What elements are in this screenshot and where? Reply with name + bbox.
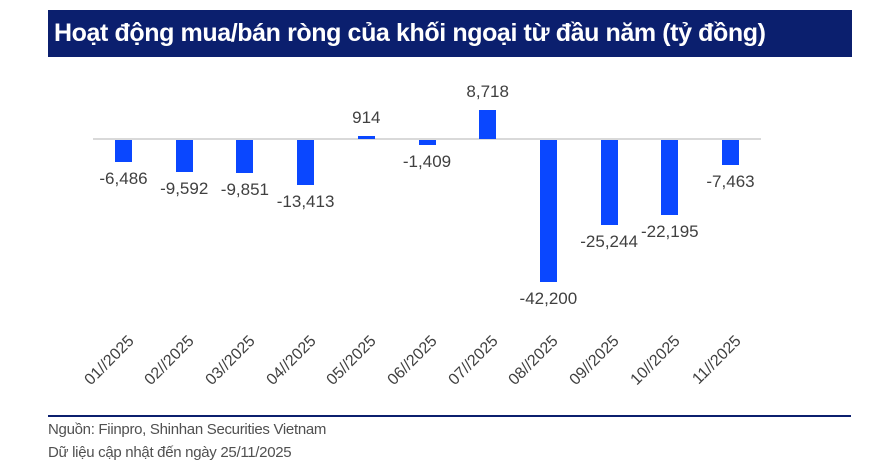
data-label: 8,718 <box>466 81 509 101</box>
data-label: -42,200 <box>519 288 578 308</box>
source-note: Nguồn: Fiinpro, Shinhan Securities Vietn… <box>48 421 327 438</box>
bar <box>661 140 679 215</box>
zero-axis-line <box>93 138 761 140</box>
data-label: -9,851 <box>220 180 269 200</box>
bar <box>722 140 739 166</box>
footer-divider <box>48 415 851 417</box>
data-label: -22,195 <box>640 221 699 241</box>
data-label: -1,409 <box>402 151 452 171</box>
data-label: -13,413 <box>276 192 335 212</box>
update-note: Dữ liệu cập nhật đến ngày 25/11/2025 <box>48 444 292 461</box>
data-label: -7,463 <box>706 172 755 192</box>
bar <box>479 109 497 139</box>
data-label: -9,592 <box>160 179 209 199</box>
chart-title: Hoạt động mua/bán ròng của khối ngoại từ… <box>48 10 852 57</box>
data-label: -25,244 <box>580 231 638 251</box>
bar-chart: -6,486 01//2025 -9,592 02//2025 -9,851 03//20… <box>81 81 761 389</box>
bar <box>115 140 132 162</box>
bar <box>600 140 618 225</box>
bar <box>357 135 375 139</box>
bar <box>175 140 193 173</box>
bar <box>539 140 557 282</box>
bar <box>236 140 254 174</box>
data-label: 914 <box>352 107 381 127</box>
bar <box>297 140 315 186</box>
data-label: -6,486 <box>99 168 148 188</box>
bar <box>418 140 436 145</box>
